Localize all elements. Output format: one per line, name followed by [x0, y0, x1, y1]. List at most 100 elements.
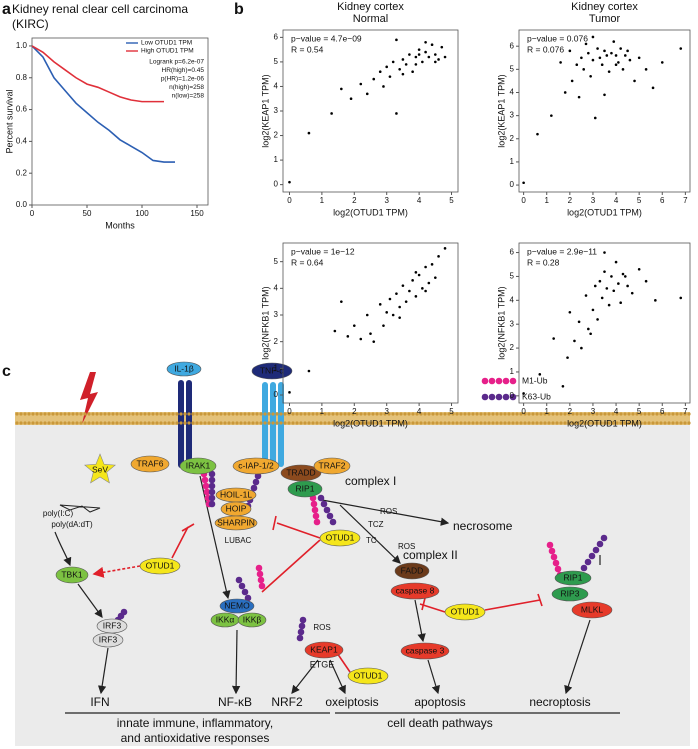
lipid — [223, 412, 227, 416]
lipid — [87, 421, 91, 425]
ub — [554, 565, 562, 573]
lipid — [555, 421, 559, 425]
lipid — [471, 412, 475, 416]
lipid — [391, 421, 395, 425]
point — [427, 281, 431, 285]
point — [577, 95, 581, 99]
point — [591, 58, 595, 62]
ub — [235, 576, 243, 584]
annotation: n(low)=258 — [172, 93, 205, 100]
x-tick-label: 2 — [352, 196, 357, 205]
annotation: R = 0.54 — [291, 44, 324, 54]
diagram-label: ROS — [380, 507, 397, 516]
lipid — [275, 412, 279, 416]
lipid — [331, 412, 335, 416]
point — [610, 275, 613, 278]
diagram-label: OTUD1 — [354, 670, 383, 680]
lipid — [191, 421, 195, 425]
lipid — [435, 421, 439, 425]
point — [430, 43, 434, 47]
diagram-label: oxeiptosis — [325, 695, 378, 709]
diagram-label: ETGE — [310, 659, 335, 669]
lipid — [395, 421, 399, 425]
diagram-label: ROS — [398, 542, 415, 551]
annotation: R = 0.28 — [527, 257, 560, 267]
point — [593, 284, 597, 288]
x-tick-label: 4 — [614, 196, 619, 205]
lipid — [383, 412, 387, 416]
lipid — [623, 412, 627, 416]
lipid — [135, 421, 139, 425]
point — [437, 58, 440, 61]
protein — [237, 612, 267, 628]
y-tick-label: 2 — [510, 343, 515, 352]
ub — [238, 582, 246, 590]
lipid — [535, 412, 539, 416]
ub — [481, 393, 489, 401]
legend-label: High OTUD1 TPM — [141, 48, 194, 55]
lipid — [363, 421, 367, 425]
plot-frame — [31, 37, 209, 206]
point — [424, 265, 427, 269]
point — [619, 301, 622, 305]
ub — [552, 559, 560, 567]
protein — [179, 457, 217, 475]
lipid — [79, 421, 83, 425]
x-tick-label: 5 — [637, 196, 642, 205]
lipid — [111, 412, 115, 416]
ub — [584, 558, 592, 566]
annotation: Logrank p=6.2e-07 — [149, 59, 204, 66]
lipid — [519, 421, 523, 425]
y-tick-label: 1 — [274, 363, 279, 372]
lipid — [583, 412, 587, 416]
y-tick-label: 0 — [274, 180, 279, 189]
lipid — [659, 412, 663, 416]
lipid — [499, 412, 503, 416]
lipid — [515, 412, 519, 416]
lipid — [507, 412, 511, 416]
lipid — [559, 412, 563, 416]
ub — [120, 608, 128, 616]
lipid — [119, 412, 123, 416]
lipid — [479, 412, 483, 416]
point — [626, 284, 629, 288]
lipid — [375, 412, 379, 416]
lipid — [327, 412, 331, 416]
lipid — [95, 421, 99, 425]
chart-subtitle: Normal — [353, 13, 388, 25]
lipid — [259, 412, 263, 416]
lipid — [551, 421, 555, 425]
lipid — [539, 421, 543, 425]
point — [637, 56, 641, 60]
point — [349, 97, 353, 101]
ub — [580, 564, 588, 572]
point — [563, 91, 567, 94]
lipid — [419, 412, 423, 416]
protein — [319, 529, 361, 547]
lipid — [531, 421, 535, 425]
lipid — [535, 421, 539, 425]
point — [654, 299, 657, 302]
lipid — [71, 421, 75, 425]
point — [605, 287, 609, 290]
point — [369, 332, 372, 335]
y-tick-label: 5 — [510, 64, 515, 73]
lipid — [603, 412, 607, 416]
lipid — [107, 412, 111, 416]
ub — [202, 482, 210, 490]
lipid — [23, 421, 27, 425]
lipid — [563, 421, 567, 425]
lipid — [399, 421, 403, 425]
point — [550, 114, 553, 117]
lipid — [439, 412, 443, 416]
y-axis-label: log2(NFKB1 TPM) — [496, 286, 506, 359]
x-tick-label: 2 — [568, 407, 573, 416]
diagram-label: cell death pathways — [387, 716, 492, 730]
lipid — [487, 421, 491, 425]
point — [561, 384, 565, 388]
y-axis-label: Percent survival — [4, 89, 14, 153]
lipid — [315, 421, 319, 425]
point — [522, 181, 525, 185]
point — [644, 68, 648, 71]
lipid — [231, 421, 235, 425]
